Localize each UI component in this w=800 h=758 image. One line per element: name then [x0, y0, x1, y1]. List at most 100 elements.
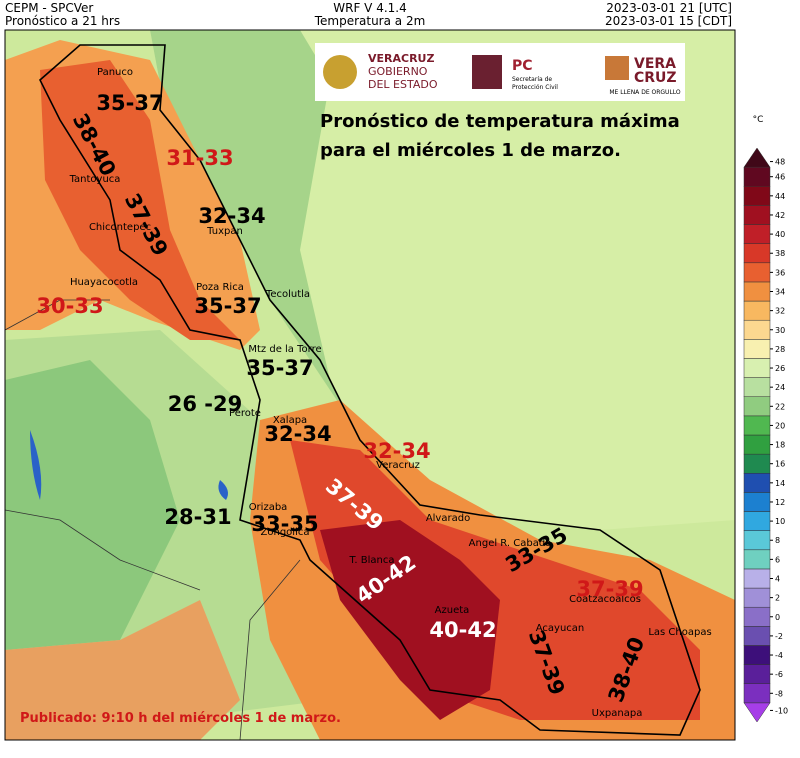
city-label: Tecolutla [265, 289, 310, 300]
city-label: Xalapa [273, 415, 307, 426]
map-frame [4, 29, 736, 741]
colorbar-segment [743, 205, 771, 225]
colorbar-tick-label: 26 [775, 364, 785, 373]
colorbar-segment [743, 339, 771, 359]
colorbar-tick-label: 44 [775, 192, 785, 201]
colorbar-tick-label: 38 [775, 249, 785, 258]
logo-text: PC [512, 58, 533, 74]
colorbar-segment [743, 549, 771, 570]
city-label: Veracruz [376, 460, 420, 471]
city-label: Zongolica [261, 527, 310, 538]
colorbar-tick-label: -8 [775, 689, 783, 698]
temperature-range: 33-35 [251, 512, 318, 536]
temperature-range: 32-34 [198, 204, 265, 228]
city-label: Coatzacoalcos [569, 594, 641, 605]
colorbar-segment [743, 587, 771, 608]
colorbar-segment [743, 358, 771, 378]
colorbar-segment [743, 453, 771, 474]
city-label: Chicontepec [89, 222, 151, 233]
colorbar-segment [743, 166, 771, 187]
colorbar-segment [743, 377, 771, 397]
temperature-range: 40-42 [429, 618, 496, 642]
header-left: CEPM - SPCVer [5, 1, 93, 15]
city-label: Alvarado [426, 513, 470, 524]
temperature-range: 35-37 [194, 294, 261, 318]
logo-text: GOBIERNO [368, 65, 428, 78]
colorbar-segment [743, 530, 771, 551]
header-right: 2023-03-01 15 [CDT] [605, 14, 732, 28]
colorbar-tick-label: 46 [775, 173, 785, 182]
colorbar-segment [743, 186, 771, 206]
logo-box: VERACRUZ GOBIERNO DEL ESTADO PC Secretar… [315, 43, 685, 101]
colorbar-tick-label: 22 [775, 402, 785, 411]
colorbar-unit: °C [753, 115, 764, 125]
colorbar-tick-label: 4 [775, 575, 780, 584]
colorbar-segment [743, 473, 771, 493]
colorbar-tick-label: 2 [775, 594, 780, 603]
colorbar-segment [743, 243, 771, 264]
colorbar-segment [743, 511, 771, 531]
temperature-range: 35-37 [246, 356, 313, 380]
header: CEPM - SPCVer Pronóstico a 21 hrs WRF V … [5, 1, 732, 28]
temperature-range: 37-39 [576, 577, 643, 601]
logo-text: ME LLENA DE ORGULLO [609, 89, 681, 96]
header-center: Temperatura a 2m [314, 14, 426, 28]
colorbar-segment [743, 702, 771, 723]
temperature-range: 35-37 [96, 91, 163, 115]
city-label: Tantoyuca [69, 174, 121, 185]
colorbar-segment [743, 434, 771, 455]
city-label: Angel R. Cabada [469, 538, 552, 549]
colorbar-tick-label: 20 [775, 421, 785, 430]
colorbar-tick-label: -6 [775, 670, 783, 679]
colorbar-tick-label: 18 [775, 441, 785, 450]
colorbar-segment [743, 568, 771, 589]
colorbar-tick-label: -10 [775, 706, 788, 715]
colorbar-segment [743, 147, 771, 168]
city-label: Las Choapas [648, 627, 711, 638]
colorbar-segment [743, 683, 771, 704]
colorbar-tick-label: 16 [775, 460, 785, 469]
colorbar-tick-label: 24 [775, 383, 785, 392]
temperature-range: 30-33 [36, 294, 103, 318]
colorbar-tick-label: 6 [775, 555, 780, 564]
colorbar-segment [743, 664, 771, 684]
temperature-range: 26 -29 [168, 392, 242, 416]
colorbar-segment [743, 396, 771, 417]
colorbar-segment [743, 319, 771, 340]
logo-text: CRUZ [634, 70, 677, 86]
logo-text: DEL ESTADO [368, 78, 438, 91]
colorbar-tick-label: 28 [775, 345, 785, 354]
city-label: Uxpanapa [592, 708, 643, 719]
colorbar-tick-label: -2 [775, 632, 783, 641]
colorbar-segment [743, 224, 771, 244]
colorbar-tick-label: -4 [775, 651, 783, 660]
city-label: Perote [229, 408, 261, 419]
city-label: T. Blanca [348, 555, 394, 566]
colorbar-tick-label: 34 [775, 288, 785, 297]
colorbar-tick-label: 40 [775, 230, 785, 239]
city-label: Azueta [435, 605, 470, 616]
colorbar-tick-label: 48 [775, 158, 785, 167]
colorbar-tick-label: 0 [775, 613, 780, 622]
city-label: Acayucan [536, 623, 585, 634]
logo-text: Protección Civil [512, 84, 558, 91]
colorbar-segment [743, 626, 771, 646]
header-right: 2023-03-01 21 [UTC] [606, 1, 732, 15]
colorbar-segment [743, 262, 771, 283]
colorbar-tick-label: 42 [775, 211, 785, 220]
city-label: Huayacocotla [70, 277, 138, 288]
city-label: Tuxpan [206, 226, 243, 237]
colorbar-tick-label: 8 [775, 536, 780, 545]
city-label: Panuco [97, 67, 133, 78]
colorbar-segment [743, 606, 771, 627]
temperature-range: 28-31 [164, 505, 231, 529]
colorbar-segment [743, 492, 771, 512]
city-label: Orizaba [249, 502, 288, 513]
colorbar-segment [743, 415, 771, 436]
map-field [5, 30, 735, 740]
colorbar-tick-label: 30 [775, 326, 785, 335]
logo-text: Secretaría de [512, 76, 552, 83]
title: para el miércoles 1 de marzo. [320, 140, 621, 161]
temperature-range: 32-34 [363, 439, 430, 463]
